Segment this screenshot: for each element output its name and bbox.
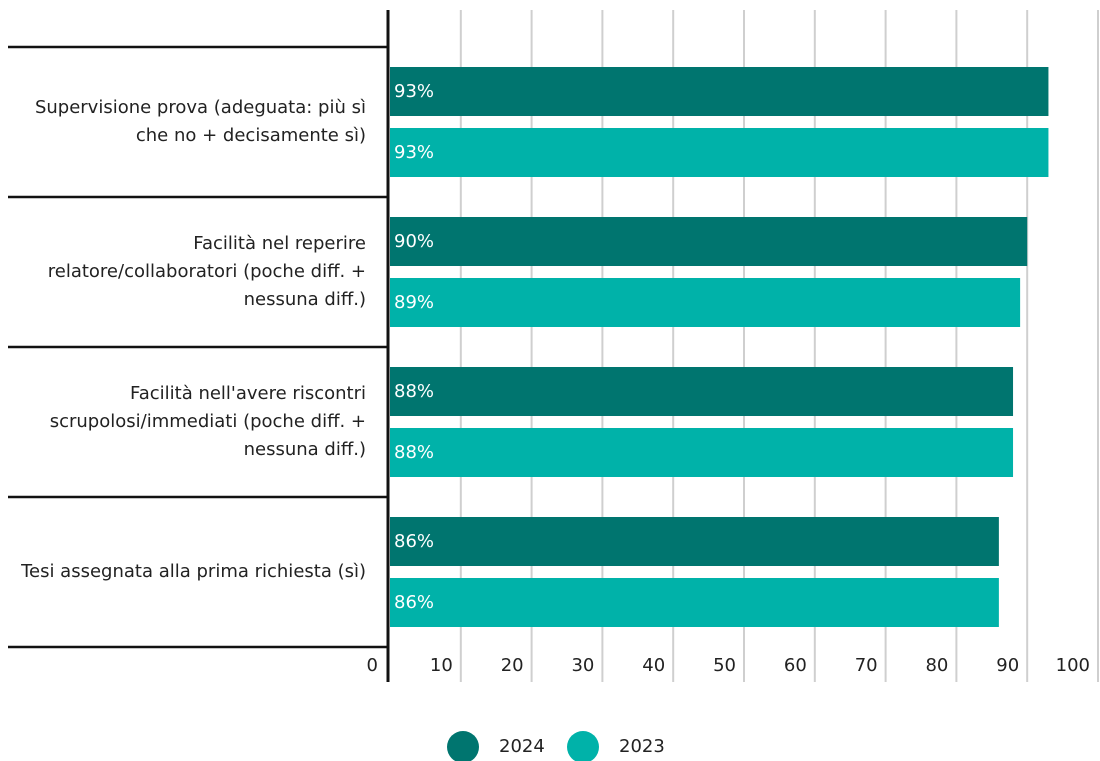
value-label: 88% (394, 442, 434, 463)
value-label: 88% (394, 381, 434, 402)
x-tick-label: 0 (367, 655, 378, 676)
value-label: 90% (394, 231, 434, 252)
bar (390, 278, 1021, 327)
category-label: Supervisione prova (adeguata: più sì che… (34, 97, 366, 146)
x-tick-label: 20 (501, 655, 524, 676)
bar (390, 367, 1014, 416)
x-tick-label: 100 (1056, 655, 1090, 676)
category-label: Tesi assegnata alla prima richiesta (sì) (21, 561, 366, 582)
x-tick-label: 50 (713, 655, 736, 676)
x-tick-label: 70 (855, 655, 878, 676)
legend-swatch (567, 731, 599, 761)
value-label: 93% (394, 142, 434, 163)
x-tick-label: 80 (925, 655, 948, 676)
category-label: Facilità nell'avere riscontri scrupolosi… (49, 383, 366, 460)
bar (390, 67, 1049, 116)
bar (390, 428, 1014, 477)
legend-swatch (447, 731, 479, 761)
x-tick-label: 40 (642, 655, 665, 676)
value-label: 86% (394, 531, 434, 552)
value-label: 86% (394, 592, 434, 613)
legend-label: 2024 (499, 736, 545, 757)
bar (390, 578, 999, 627)
value-label: 89% (394, 292, 434, 313)
x-tick-label: 30 (571, 655, 594, 676)
bar (390, 217, 1028, 266)
x-tick-label: 60 (784, 655, 807, 676)
category-label: Facilità nel reperire relatore/collabora… (47, 233, 366, 310)
bar (390, 517, 999, 566)
x-tick-label: 90 (996, 655, 1019, 676)
legend-label: 2023 (619, 736, 665, 757)
value-label: 93% (394, 81, 434, 102)
bar (390, 128, 1049, 177)
x-tick-label: 10 (430, 655, 453, 676)
